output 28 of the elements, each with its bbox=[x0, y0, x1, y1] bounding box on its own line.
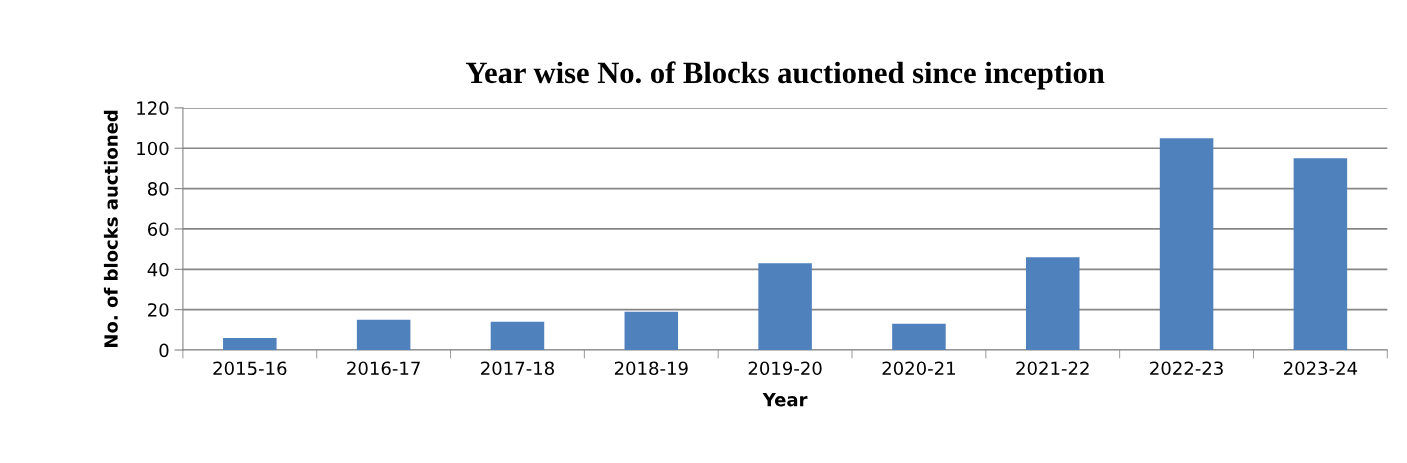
x-tick-label: 2018-19 bbox=[614, 361, 688, 376]
x-tick-label: 2015-16 bbox=[213, 361, 287, 376]
x-tick-label: 2019-20 bbox=[748, 361, 822, 376]
bar bbox=[1025, 257, 1080, 351]
x-axis-title: Year bbox=[762, 393, 808, 407]
y-tick-label: 20 bbox=[148, 303, 169, 317]
chart-title: Year wise No. of Blocks auctioned since inception bbox=[465, 61, 1105, 90]
x-tick-label: 2017-18 bbox=[481, 361, 554, 376]
y-tick-label: 100 bbox=[137, 141, 169, 156]
y-tick-label: 60 bbox=[148, 222, 169, 237]
y-tick-label: 120 bbox=[137, 101, 169, 115]
bar bbox=[223, 337, 277, 351]
bar bbox=[624, 311, 679, 351]
y-axis-title: No. of blocks auctioned bbox=[103, 110, 118, 348]
x-tick-label: 2020-21 bbox=[882, 361, 955, 376]
bar bbox=[356, 319, 411, 351]
x-tick-label: 2021-22 bbox=[1016, 361, 1089, 376]
x-tick-label: 2023-24 bbox=[1283, 361, 1358, 376]
y-tick-label: 0 bbox=[159, 343, 169, 358]
bar bbox=[892, 323, 946, 351]
y-tick-label: 80 bbox=[147, 182, 169, 196]
bar bbox=[1293, 158, 1348, 351]
x-tick-label: 2022-23 bbox=[1150, 361, 1223, 376]
x-tick-label: 2016-17 bbox=[347, 361, 420, 376]
y-tick-label: 40 bbox=[147, 262, 169, 277]
bar bbox=[490, 321, 545, 351]
bar bbox=[758, 263, 812, 351]
bar bbox=[1159, 138, 1214, 351]
